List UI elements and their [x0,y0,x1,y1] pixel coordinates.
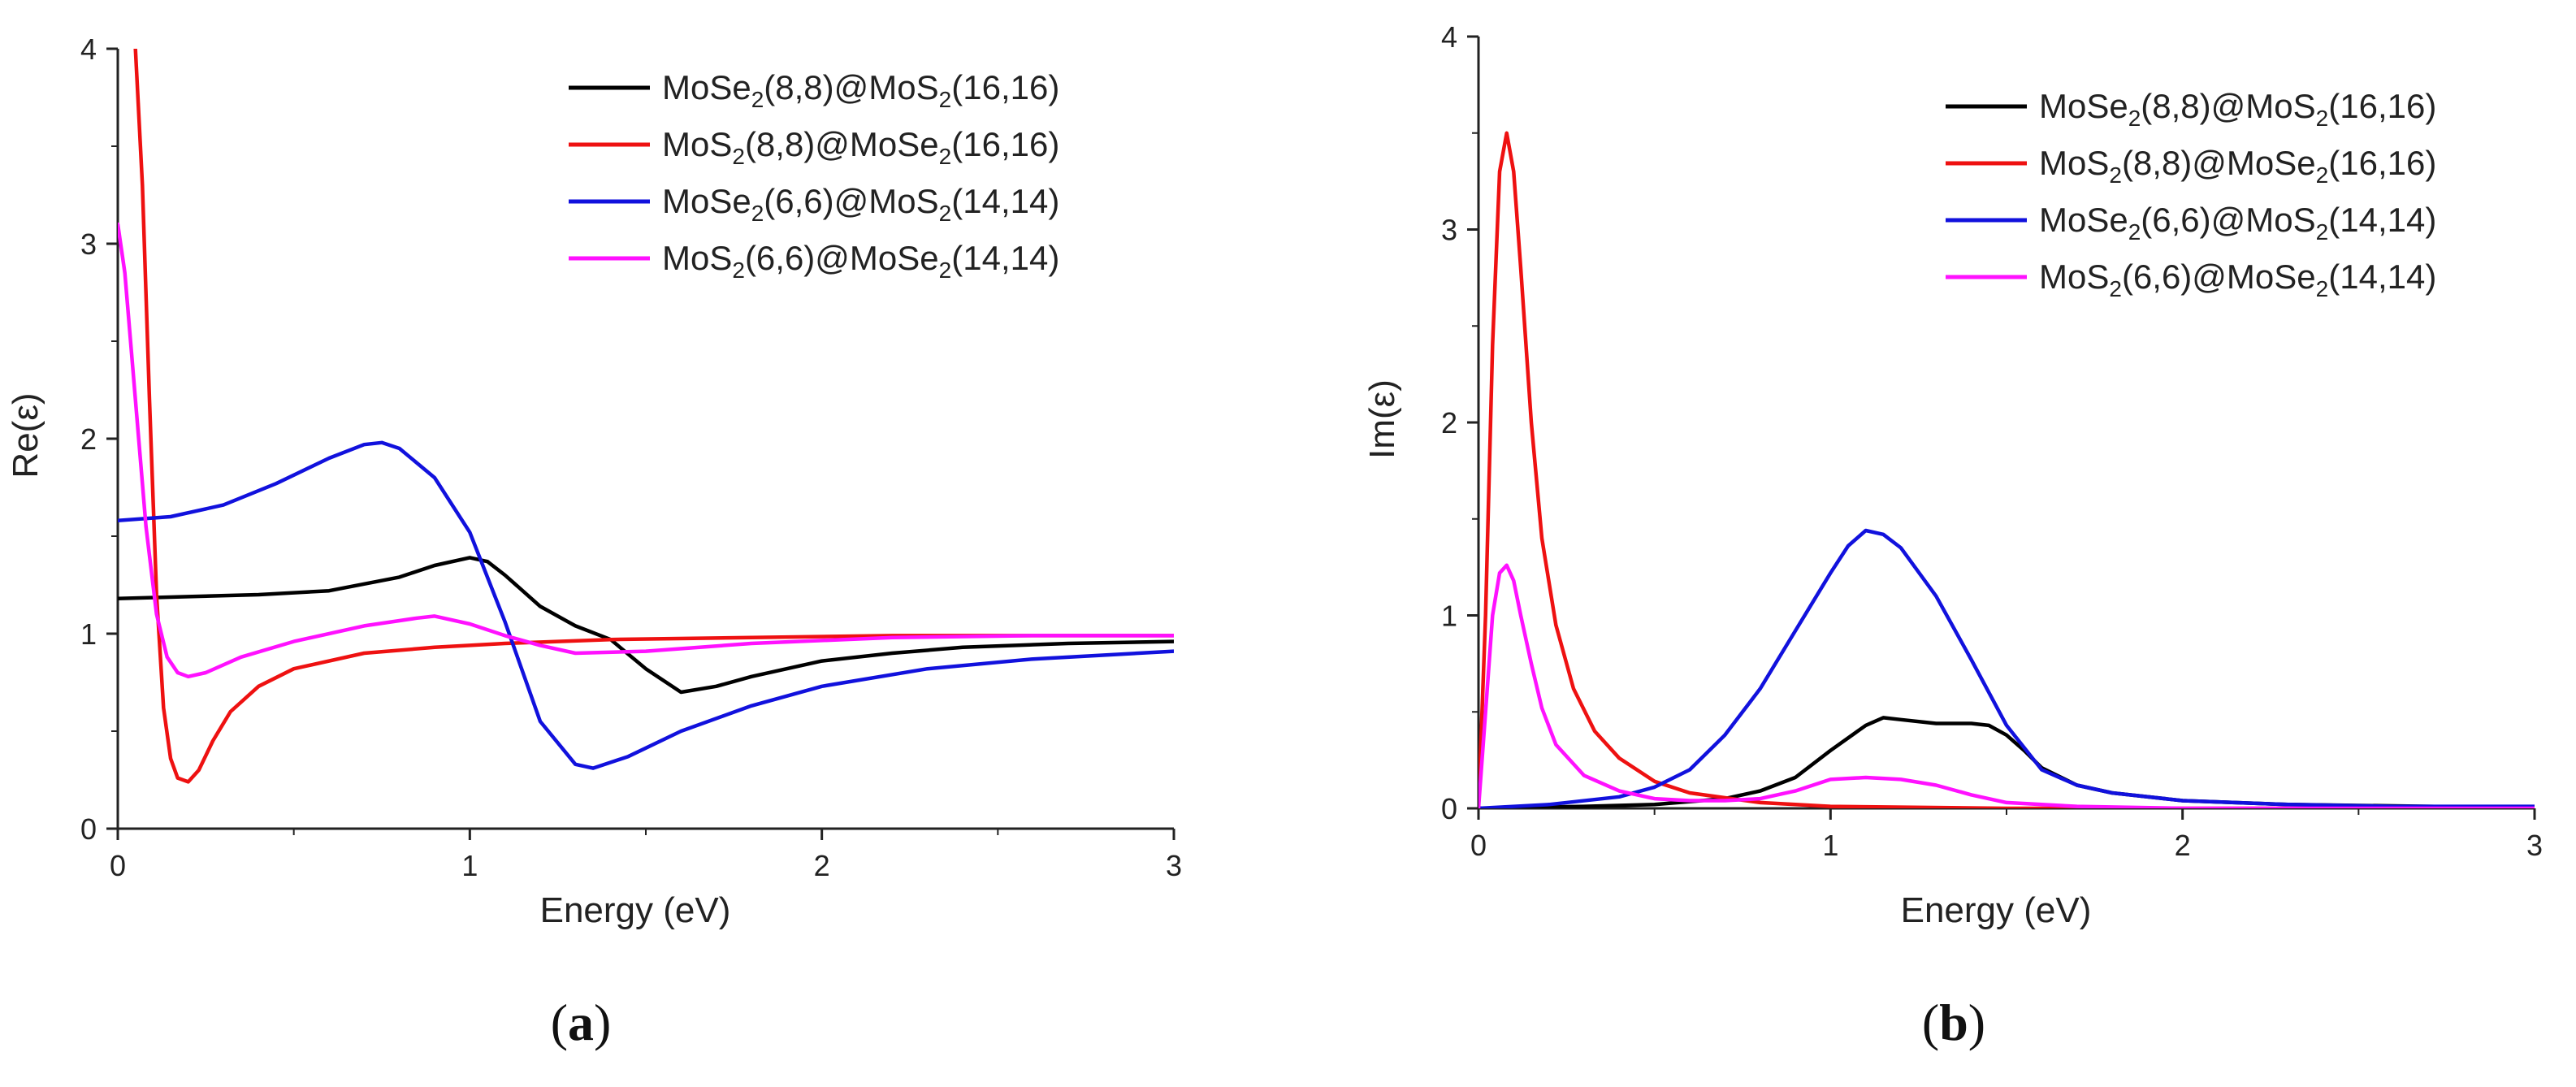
legend-label-2: MoS2(8,8)@MoSe2(16,16) [662,125,1059,169]
plot-area [1478,131,2535,808]
x-axis-title: Energy (eV) [540,890,731,930]
series-line-2 [1478,131,2535,808]
y-tick-label: 1 [80,617,97,651]
y-tick-label: 3 [80,227,97,261]
y-tick-label: 1 [1441,600,1457,633]
x-axis-title: Energy (eV) [1901,890,2092,930]
legend: MoSe2(8,8)@MoS2(16,16) MoS2(8,8)@MoSe2(16… [1946,87,2436,301]
legend-label-3: MoSe2(6,6)@MoS2(14,14) [662,182,1059,226]
plot-area [118,49,1174,784]
series-line-4 [118,222,1174,679]
legend-label-1: MoSe2(8,8)@MoS2(16,16) [662,68,1059,112]
y-axis-title: Re(ε) [6,392,45,478]
legend: MoSe2(8,8)@MoS2(16,16) MoS2(8,8)@MoSe2(16… [569,68,1059,283]
series-line-4 [1478,563,2535,808]
series-line-1 [118,556,1174,695]
legend-label-1: MoSe2(8,8)@MoS2(16,16) [2039,87,2436,131]
panel-a-label: (a) [551,994,612,1051]
y-tick-label: 0 [1441,792,1457,825]
y-axis-title: Im(ε) [1362,379,1402,459]
x-tick-label: 0 [1470,829,1487,862]
x-tick-label: 3 [1166,849,1182,882]
panel-b: 0 1 2 3 0 1 2 3 4 Energy (eV) Im(ε) MoSe2(8,8)@MoS2… [1362,20,2543,930]
y-tick-label: 0 [80,812,97,846]
legend-label-4: MoS2(6,6)@MoSe2(14,14) [2039,258,2436,301]
y-tick-label: 2 [80,422,97,456]
x-tick-label: 0 [110,849,126,882]
series-line-3 [118,440,1174,770]
legend-label-2: MoS2(8,8)@MoSe2(16,16) [2039,144,2436,188]
x-tick-label: 2 [2175,829,2191,862]
x-tick-label: 1 [461,849,478,882]
y-tick-label: 4 [1441,20,1457,54]
legend-label-3: MoSe2(6,6)@MoS2(14,14) [2039,201,2436,245]
panel-a: 0 1 2 3 0 1 2 3 4 Energy (eV) Re(ε) MoSe2(8,8)@MoS2… [6,32,1182,930]
panel-b-label: (b) [1922,994,1985,1051]
y-tick-label: 3 [1441,214,1457,247]
legend-label-4: MoS2(6,6)@MoSe2(14,14) [662,239,1059,283]
x-tick-label: 3 [2526,829,2543,862]
series-line-3 [1478,528,2535,808]
y-tick-label: 2 [1441,406,1457,440]
y-tick-label: 4 [80,32,97,66]
x-tick-label: 2 [814,849,830,882]
series-line-2 [133,49,1174,784]
x-tick-label: 1 [1822,829,1838,862]
